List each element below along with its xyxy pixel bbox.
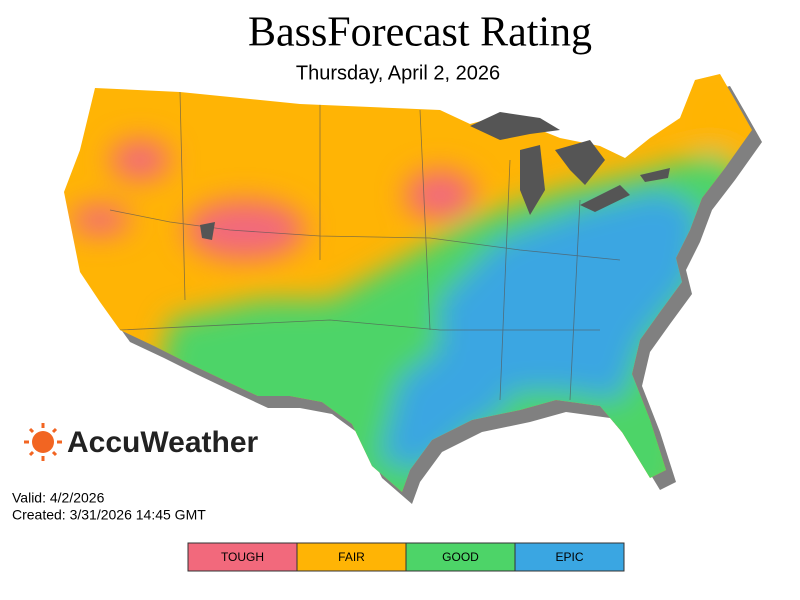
- valid-date: Valid: 4/2/2026: [12, 490, 105, 506]
- legend: TOUGH FAIR GOOD EPIC: [187, 542, 625, 572]
- subtitle: Thursday, April 2, 2026: [296, 62, 500, 84]
- brand-logo: [24, 423, 62, 461]
- created-date: Created: 3/31/2026 14:45 GMT: [12, 507, 206, 523]
- legend-label: TOUGH: [221, 550, 264, 564]
- title: BassForecast Rating: [248, 10, 592, 56]
- legend-swatch: [296, 542, 407, 572]
- legend-label: GOOD: [442, 550, 479, 564]
- legend-swatch: [187, 542, 298, 572]
- legend-label: EPIC: [555, 550, 583, 564]
- legend-swatch: [514, 542, 625, 572]
- legend-label: FAIR: [338, 550, 365, 564]
- brand: AccuWeather: [67, 426, 259, 459]
- great-lakes: [200, 112, 670, 240]
